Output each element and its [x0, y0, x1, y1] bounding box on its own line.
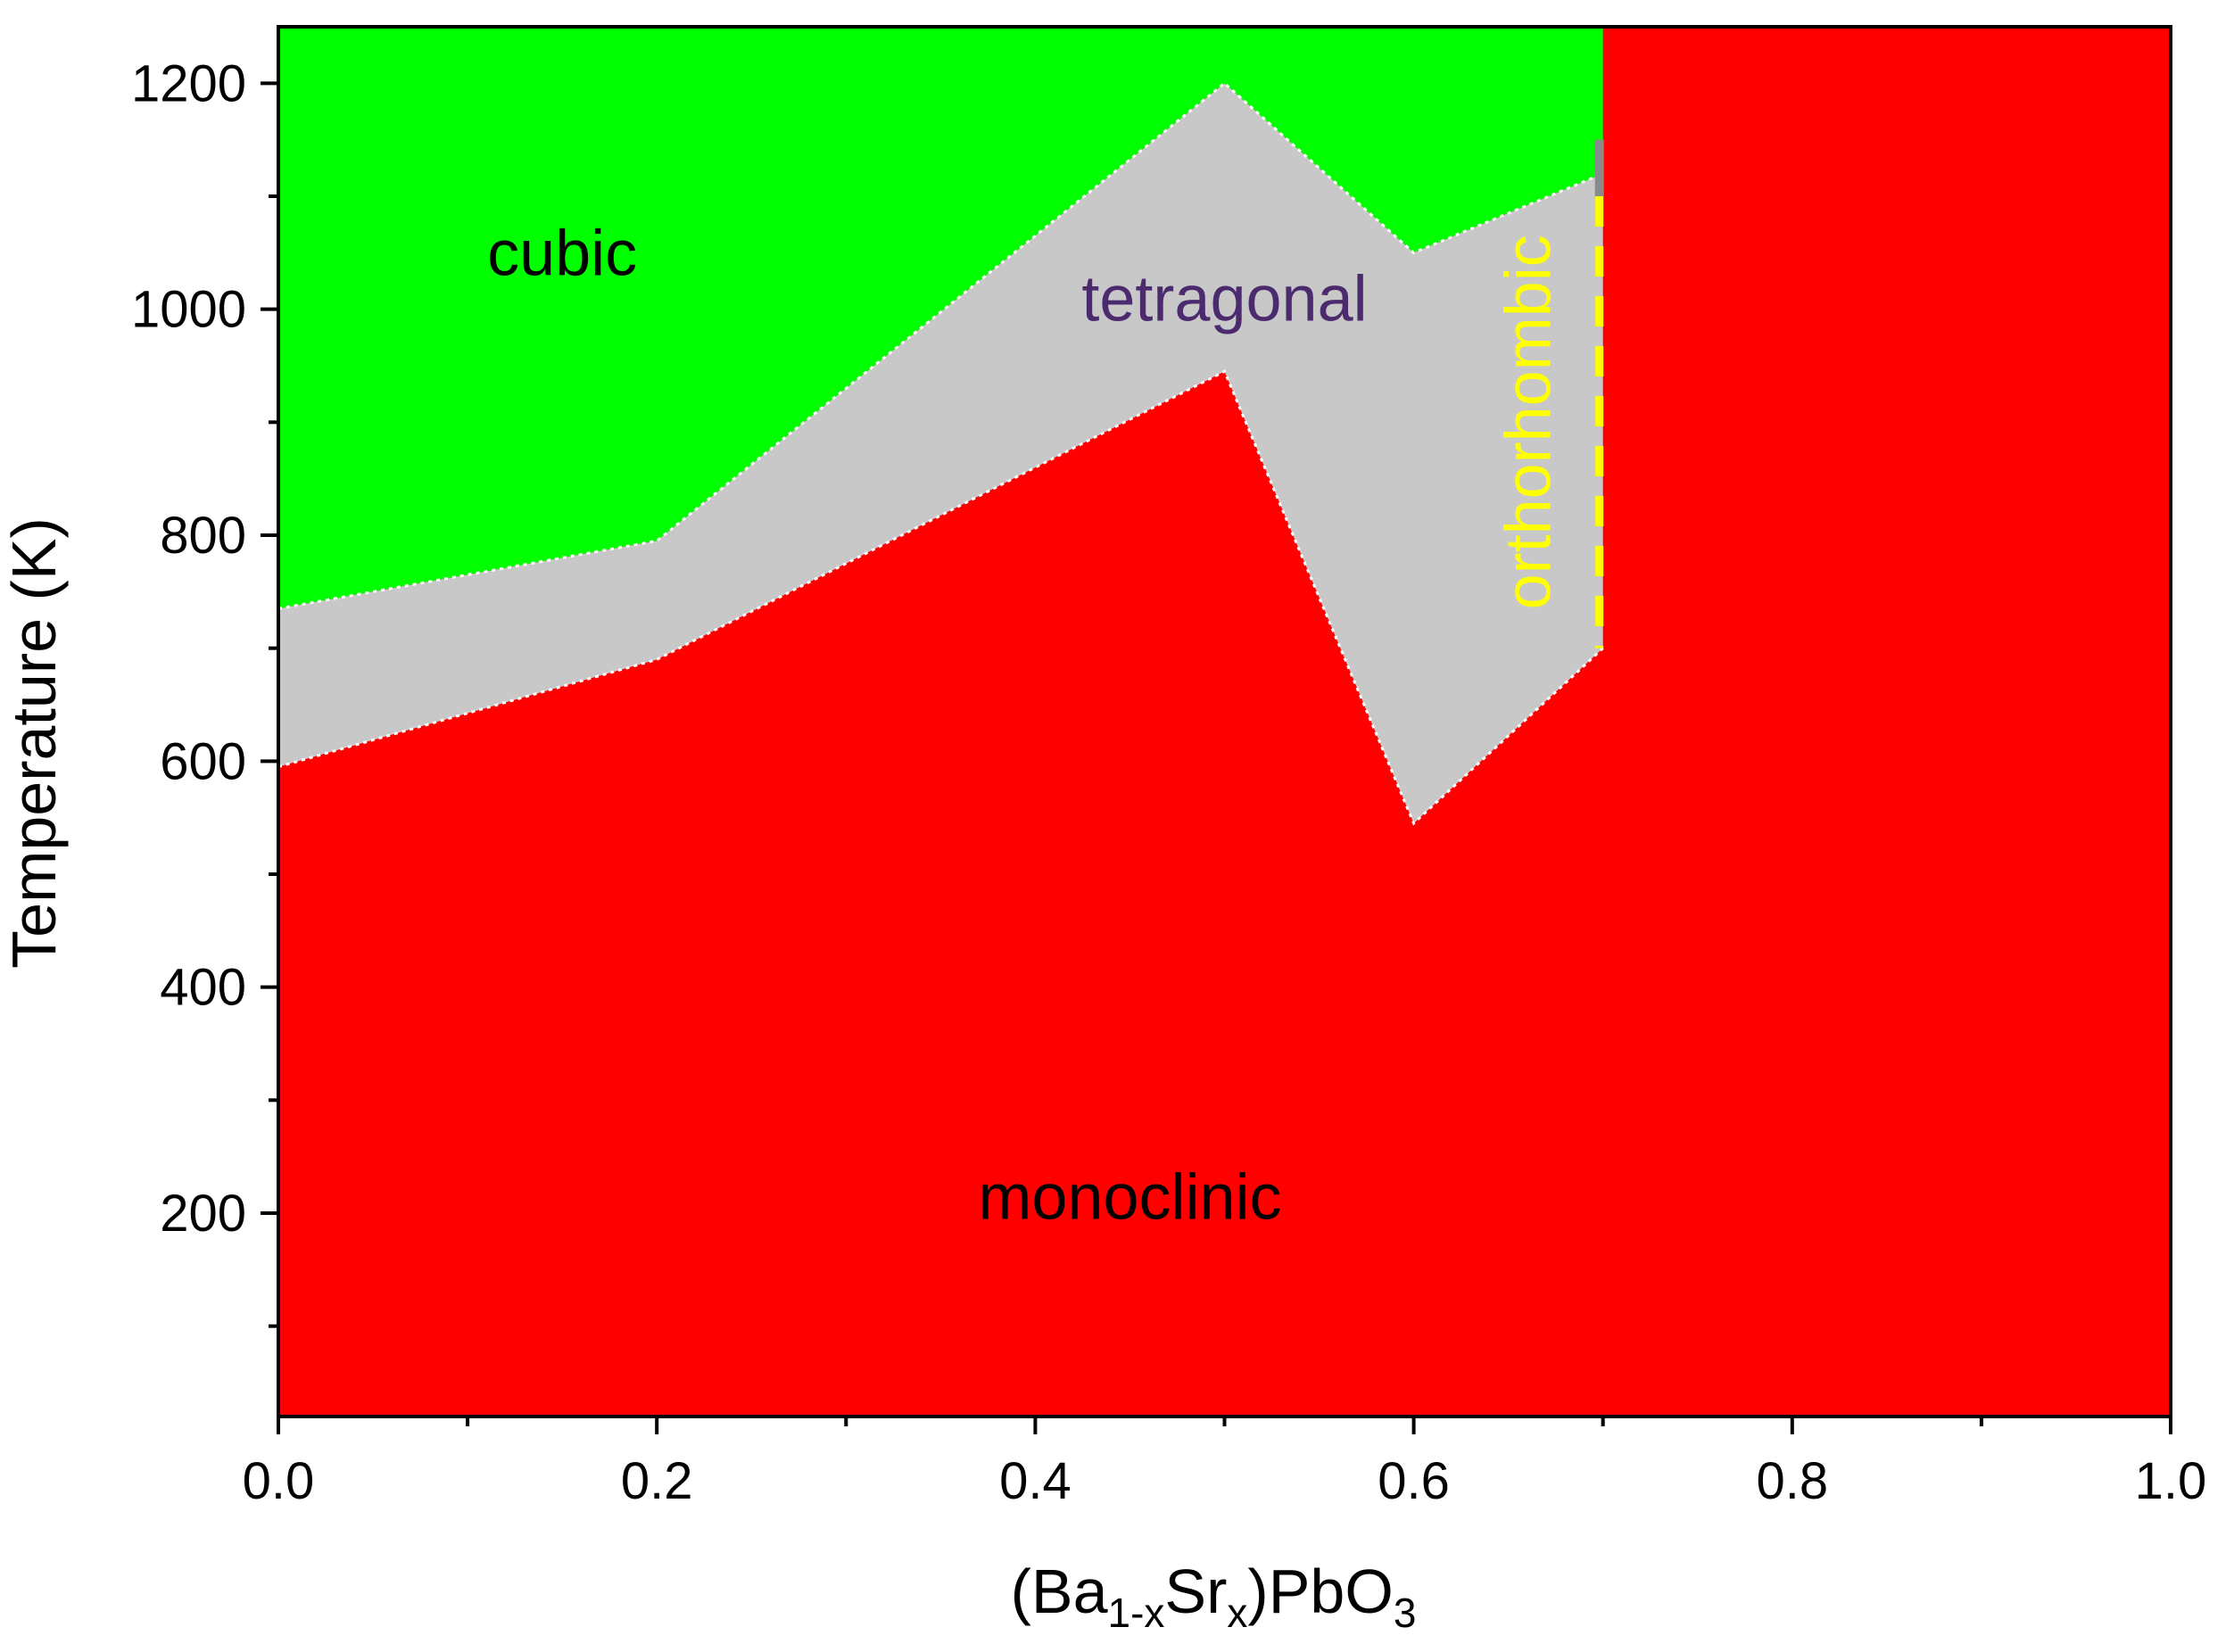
monoclinic-tetragonal-boundary	[277, 369, 1604, 826]
monoclinic-label: monoclinic	[978, 1161, 1281, 1233]
y-tick-label: 400	[160, 959, 246, 1017]
y-tick-label: 800	[160, 507, 246, 565]
axis-ticks: 0.0 0.2 0.4 0.6 0.8 1.0 200 400 600 800 1000 1200	[131, 54, 2206, 1510]
y-tick-label: 1200	[131, 54, 246, 112]
x-tick-label: 0.6	[1378, 1452, 1450, 1510]
y-tick-label: 1000	[131, 281, 246, 339]
y-tick-label: 200	[160, 1185, 246, 1243]
tetragonal-region	[278, 83, 1603, 824]
cubic-region	[278, 27, 1603, 609]
y-axis-title: Temperature (K)	[0, 517, 69, 969]
tetragonal-label: tetragonal	[1081, 263, 1367, 335]
x-axis-title-sub: x	[1227, 1590, 1247, 1636]
y-tick-label: 600	[160, 732, 246, 790]
orthorhombic-label: orthorhombic	[1493, 235, 1564, 609]
x-axis-title-sub: 3	[1394, 1590, 1417, 1636]
x-axis-title-part: (Ba	[1011, 1557, 1108, 1626]
x-tick-label: 0.8	[1756, 1452, 1828, 1510]
x-tick-label: 1.0	[2135, 1452, 2207, 1510]
x-axis-title-part: )PbO	[1247, 1557, 1393, 1626]
x-tick-label: 0.4	[999, 1452, 1071, 1510]
phase-boundaries	[277, 81, 1604, 826]
x-axis-title-sub: 1-x	[1108, 1590, 1165, 1636]
cubic-label: cubic	[487, 219, 637, 290]
region-labels: cubic tetragonal orthorhombic monoclinic	[487, 219, 1564, 1234]
phase-regions	[278, 27, 2171, 1417]
x-tick-label: 0.2	[621, 1452, 693, 1510]
x-tick-label: 0.0	[243, 1452, 315, 1510]
x-axis-title-part: Sr	[1164, 1557, 1227, 1626]
x-axis-title: (Ba1-xSrx)PbO3	[1011, 1557, 1417, 1636]
